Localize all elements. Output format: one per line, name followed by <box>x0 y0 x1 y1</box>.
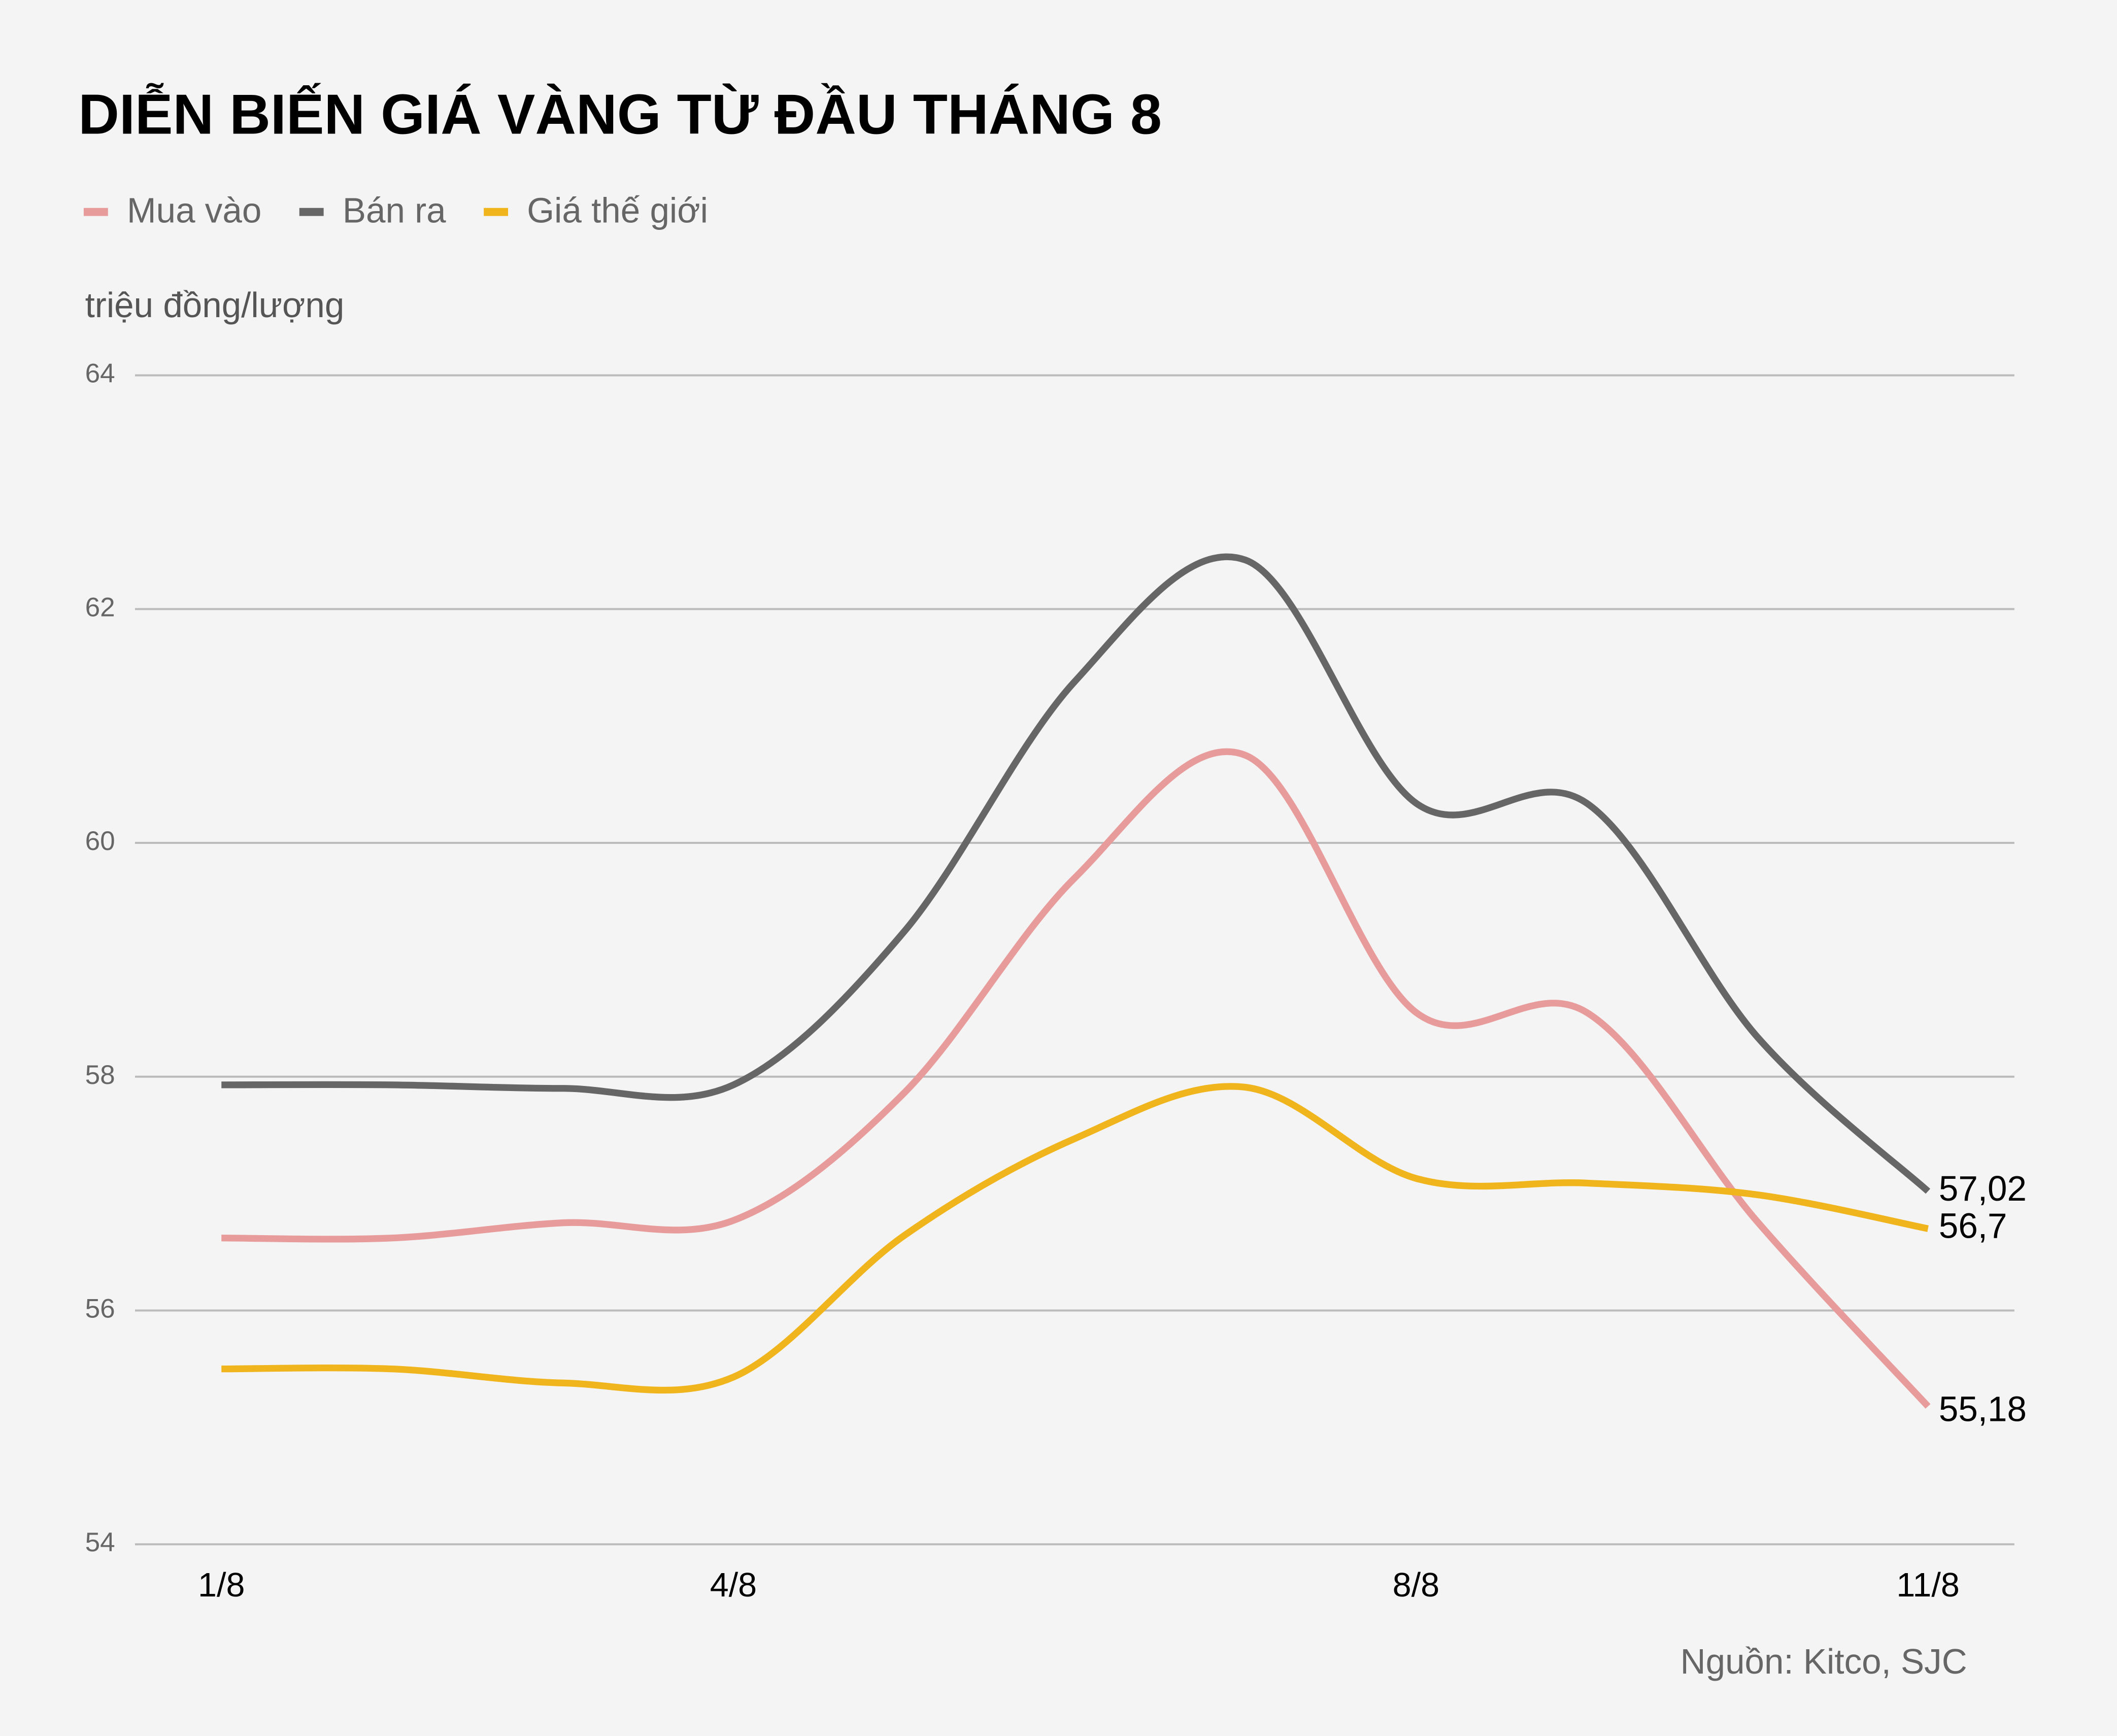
source-note: Nguồn: Kitco, SJC <box>1681 1642 1967 1681</box>
y-tick-label: 54 <box>85 1527 115 1557</box>
y-tick-label: 62 <box>85 592 115 622</box>
legend-label: Bán ra <box>343 191 446 230</box>
value-label: 57,02 <box>1939 1169 2027 1208</box>
value-label: 55,18 <box>1939 1389 2027 1428</box>
series-line <box>221 748 1931 1409</box>
y-tick-label: 56 <box>85 1294 115 1324</box>
y-tick-label: 60 <box>85 826 115 856</box>
y-tick-label: 58 <box>85 1060 115 1090</box>
series-line <box>221 553 1931 1194</box>
y-axis-label: triệu đồng/lượng <box>85 285 345 325</box>
x-tick-label: 1/8 <box>198 1567 245 1604</box>
chart-title: DIỄN BIẾN GIÁ VÀNG TỪ ĐẦU THÁNG 8 <box>78 83 1162 146</box>
legend-label: Giá thế giới <box>527 191 708 230</box>
value-label: 56,7 <box>1939 1206 2007 1245</box>
x-tick-label: 8/8 <box>1393 1567 1439 1604</box>
series-line <box>221 1083 1929 1394</box>
y-tick-label: 64 <box>85 359 115 389</box>
legend-label: Mua vào <box>127 191 261 230</box>
x-tick-label: 11/8 <box>1896 1567 1960 1604</box>
x-tick-label: 4/8 <box>710 1567 757 1604</box>
